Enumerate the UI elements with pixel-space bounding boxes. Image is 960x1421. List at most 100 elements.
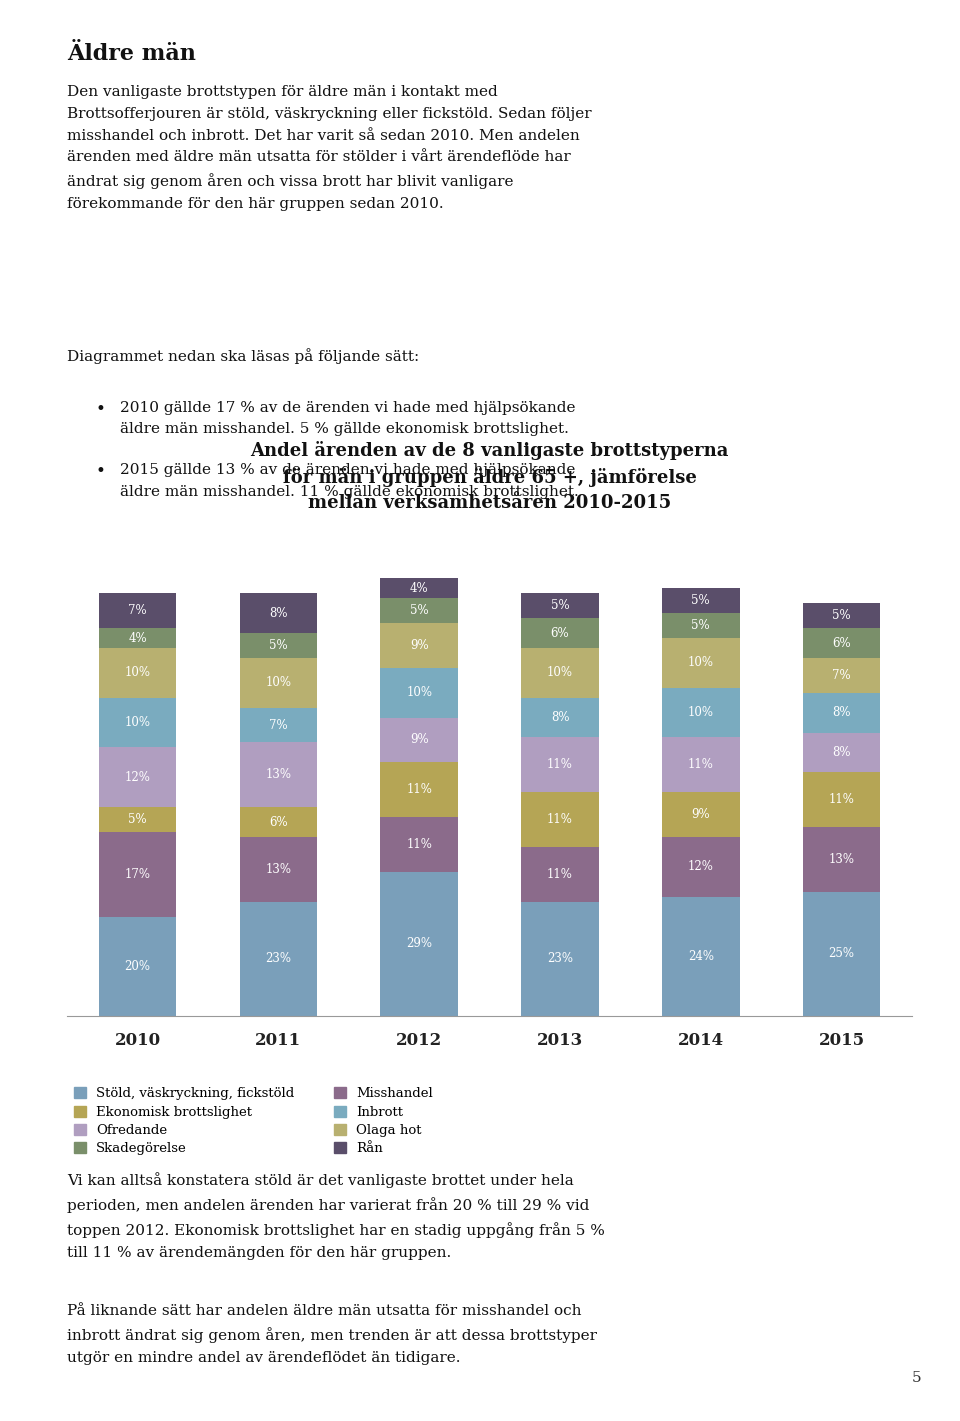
Text: 20%: 20%: [125, 959, 151, 973]
Text: 10%: 10%: [547, 666, 573, 679]
Bar: [803, 658, 880, 692]
Bar: [521, 847, 599, 902]
Bar: [99, 747, 177, 807]
Text: 11%: 11%: [547, 759, 573, 772]
Bar: [99, 628, 177, 648]
Text: •: •: [96, 463, 106, 480]
Text: 9%: 9%: [410, 639, 428, 652]
Text: 13%: 13%: [828, 853, 854, 865]
Text: 10%: 10%: [406, 686, 432, 699]
Text: 10%: 10%: [125, 716, 151, 729]
Text: 7%: 7%: [832, 669, 851, 682]
Text: 11%: 11%: [547, 813, 573, 826]
Bar: [380, 578, 458, 598]
Bar: [662, 737, 739, 793]
Text: 6%: 6%: [551, 627, 569, 639]
Bar: [380, 871, 458, 1016]
Bar: [99, 833, 177, 917]
Text: 7%: 7%: [129, 604, 147, 617]
Text: 9%: 9%: [691, 809, 710, 821]
Bar: [99, 594, 177, 628]
Text: 10%: 10%: [265, 676, 292, 689]
Text: 10%: 10%: [687, 657, 714, 669]
Bar: [240, 807, 317, 837]
Text: 5%: 5%: [410, 604, 428, 617]
Text: 24%: 24%: [687, 949, 714, 963]
Bar: [380, 622, 458, 668]
Bar: [380, 763, 458, 817]
Text: 11%: 11%: [828, 793, 854, 806]
Text: 11%: 11%: [688, 759, 713, 772]
Text: 5%: 5%: [691, 594, 710, 607]
Text: 6%: 6%: [269, 816, 288, 828]
Text: 25%: 25%: [828, 948, 854, 961]
Text: Vi kan alltså konstatera stöld är det vanligaste brottet under hela
perioden, me: Vi kan alltså konstatera stöld är det va…: [67, 1172, 605, 1259]
Bar: [662, 837, 739, 897]
Text: På liknande sätt har andelen äldre män utsatta för misshandel och
inbrott ändrat: På liknande sätt har andelen äldre män u…: [67, 1304, 597, 1366]
Text: Den vanligaste brottstypen för äldre män i kontakt med
Brottsofferjouren är stöl: Den vanligaste brottstypen för äldre män…: [67, 85, 591, 210]
Text: 11%: 11%: [406, 838, 432, 851]
Text: Äldre män: Äldre män: [67, 43, 196, 64]
Text: 12%: 12%: [125, 770, 151, 784]
Text: •: •: [96, 401, 106, 418]
Bar: [99, 648, 177, 698]
Bar: [662, 793, 739, 837]
Text: 13%: 13%: [265, 863, 292, 875]
Text: 5%: 5%: [691, 620, 710, 632]
Text: 23%: 23%: [547, 952, 573, 965]
Bar: [380, 817, 458, 871]
Text: 2010 gällde 17 % av de ärenden vi hade med hjälpsökande
äldre män misshandel. 5 : 2010 gällde 17 % av de ärenden vi hade m…: [120, 401, 575, 436]
Text: 5%: 5%: [269, 639, 288, 652]
Bar: [240, 658, 317, 708]
Bar: [662, 614, 739, 638]
Bar: [99, 917, 177, 1016]
Text: 13%: 13%: [265, 769, 292, 782]
Bar: [521, 902, 599, 1016]
Bar: [662, 688, 739, 737]
Text: 7%: 7%: [269, 719, 288, 732]
Bar: [240, 902, 317, 1016]
Bar: [521, 737, 599, 793]
Bar: [380, 668, 458, 718]
Text: 8%: 8%: [551, 710, 569, 725]
Text: 10%: 10%: [687, 706, 714, 719]
Bar: [803, 603, 880, 628]
Bar: [240, 594, 317, 634]
Bar: [521, 594, 599, 618]
Bar: [803, 892, 880, 1016]
Bar: [521, 648, 599, 698]
Bar: [662, 638, 739, 688]
Text: 11%: 11%: [547, 868, 573, 881]
Bar: [240, 743, 317, 807]
Text: 5: 5: [912, 1371, 922, 1385]
Bar: [240, 708, 317, 743]
Bar: [240, 837, 317, 902]
Bar: [521, 698, 599, 737]
Bar: [803, 628, 880, 658]
Text: 10%: 10%: [125, 666, 151, 679]
Bar: [803, 692, 880, 733]
Bar: [380, 718, 458, 763]
Legend: Stöld, väskryckning, fickstöld, Ekonomisk brottslighet, Ofredande, Skadegörelse,: Stöld, väskryckning, fickstöld, Ekonomis…: [74, 1087, 433, 1155]
Text: 8%: 8%: [832, 706, 851, 719]
Text: 8%: 8%: [832, 746, 851, 759]
Bar: [521, 618, 599, 648]
Text: 4%: 4%: [410, 581, 428, 595]
Text: 6%: 6%: [832, 637, 851, 649]
Text: 5%: 5%: [832, 610, 851, 622]
Text: 17%: 17%: [125, 868, 151, 881]
Bar: [662, 588, 739, 614]
Bar: [99, 698, 177, 747]
Text: Andel ärenden av de 8 vanligaste brottstyperna
för män i gruppen äldre 65 +, jäm: Andel ärenden av de 8 vanligaste brottst…: [251, 441, 729, 512]
Text: 9%: 9%: [410, 733, 428, 746]
Bar: [803, 733, 880, 773]
Text: Diagrammet nedan ska läsas på följande sätt:: Diagrammet nedan ska läsas på följande s…: [67, 348, 420, 364]
Text: 12%: 12%: [688, 860, 713, 874]
Text: 29%: 29%: [406, 938, 432, 951]
Text: 2015 gällde 13 % av de ärenden vi hade med hjälpsökande
äldre män misshandel. 11: 2015 gällde 13 % av de ärenden vi hade m…: [120, 463, 579, 499]
Bar: [662, 897, 739, 1016]
Bar: [240, 634, 317, 658]
Bar: [521, 793, 599, 847]
Text: 5%: 5%: [551, 600, 569, 612]
Bar: [380, 598, 458, 622]
